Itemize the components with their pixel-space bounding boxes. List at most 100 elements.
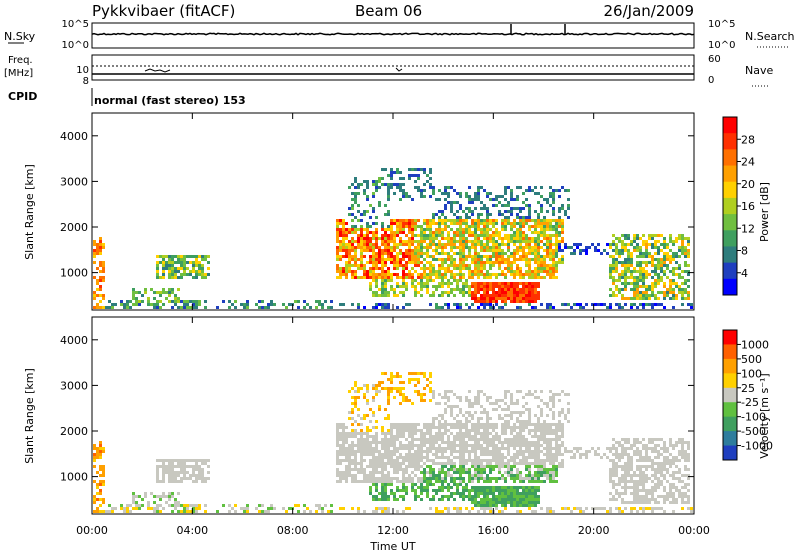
velocity-cell (501, 459, 504, 462)
velocity-cell (489, 417, 492, 420)
power-cell (654, 282, 657, 285)
power-cell (672, 306, 675, 309)
velocity-cell (459, 435, 462, 438)
velocity-cell (672, 501, 675, 504)
power-cell (459, 246, 462, 249)
velocity-cell (384, 492, 387, 495)
velocity-cell (387, 471, 390, 474)
power-cell (342, 246, 345, 249)
velocity-cell (537, 471, 540, 474)
power-cell (420, 168, 423, 171)
power-cell (336, 225, 339, 228)
power-cell (660, 234, 663, 237)
velocity-cell (99, 456, 102, 459)
power-cell (558, 195, 561, 198)
power-cell (519, 234, 522, 237)
power-cell (486, 258, 489, 261)
velocity-cell (522, 489, 525, 492)
power-cell (342, 243, 345, 246)
power-cell (633, 240, 636, 243)
velocity-cell (513, 438, 516, 441)
power-cell (639, 267, 642, 270)
power-cell (441, 264, 444, 267)
velocity-cell (303, 504, 306, 507)
power-cell (642, 294, 645, 297)
power-cell (456, 210, 459, 213)
power-cell (96, 306, 99, 309)
power-cell (678, 285, 681, 288)
velocity-cell (489, 444, 492, 447)
velocity-cell (408, 378, 411, 381)
velocity-cell (549, 429, 552, 432)
velocity-cell (675, 489, 678, 492)
power-cell (555, 249, 558, 252)
power-cell (537, 213, 540, 216)
power-cell (408, 303, 411, 306)
velocity-cell (420, 429, 423, 432)
power-cell (135, 291, 138, 294)
power-colorbar-swatch (723, 181, 737, 199)
velocity-cell (486, 453, 489, 456)
velocity-cell (180, 504, 183, 507)
power-cell (489, 306, 492, 309)
power-cell (384, 282, 387, 285)
velocity-cell (372, 498, 375, 501)
power-cell (93, 261, 96, 264)
power-cell (411, 243, 414, 246)
velocity-cell (399, 435, 402, 438)
power-cell (399, 237, 402, 240)
power-cell (102, 261, 105, 264)
velocity-cell (531, 504, 534, 507)
velocity-cell (480, 438, 483, 441)
velocity-cell (465, 444, 468, 447)
power-cell (552, 195, 555, 198)
velocity-cell (360, 465, 363, 468)
velocity-cell (369, 465, 372, 468)
power-cell (540, 222, 543, 225)
power-cell (411, 231, 414, 234)
velocity-cell (504, 465, 507, 468)
velocity-cell (474, 477, 477, 480)
velocity-cell (528, 429, 531, 432)
velocity-cell (543, 402, 546, 405)
power-cell (690, 306, 693, 309)
velocity-cell (192, 507, 195, 510)
power-cell (501, 282, 504, 285)
velocity-cell (102, 483, 105, 486)
power-cell (477, 234, 480, 237)
power-cell (465, 303, 468, 306)
power-cell (495, 255, 498, 258)
velocity-cell (102, 474, 105, 477)
power-cell (492, 291, 495, 294)
power-cell (555, 222, 558, 225)
velocity-cell (450, 390, 453, 393)
velocity-cell (603, 453, 606, 456)
velocity-cell (636, 465, 639, 468)
velocity-cell (417, 456, 420, 459)
velocity-cell (339, 426, 342, 429)
velocity-cell (528, 498, 531, 501)
power-cell (429, 276, 432, 279)
velocity-cell (504, 408, 507, 411)
power-cell (624, 243, 627, 246)
power-cell (396, 306, 399, 309)
power-cell (618, 303, 621, 306)
power-cell (480, 246, 483, 249)
power-cell (261, 300, 264, 303)
power-cell (186, 273, 189, 276)
power-cell (678, 264, 681, 267)
velocity-cell (537, 435, 540, 438)
velocity-cell (402, 471, 405, 474)
power-cell (378, 255, 381, 258)
velocity-cell (432, 435, 435, 438)
velocity-cell (483, 471, 486, 474)
power-cell (453, 240, 456, 243)
velocity-cell (390, 387, 393, 390)
power-cell (309, 306, 312, 309)
power-cell (486, 273, 489, 276)
power-cell (423, 183, 426, 186)
velocity-cell (549, 468, 552, 471)
freq-glitch-2 (395, 67, 403, 72)
power-cell (531, 294, 534, 297)
power-cell (246, 300, 249, 303)
